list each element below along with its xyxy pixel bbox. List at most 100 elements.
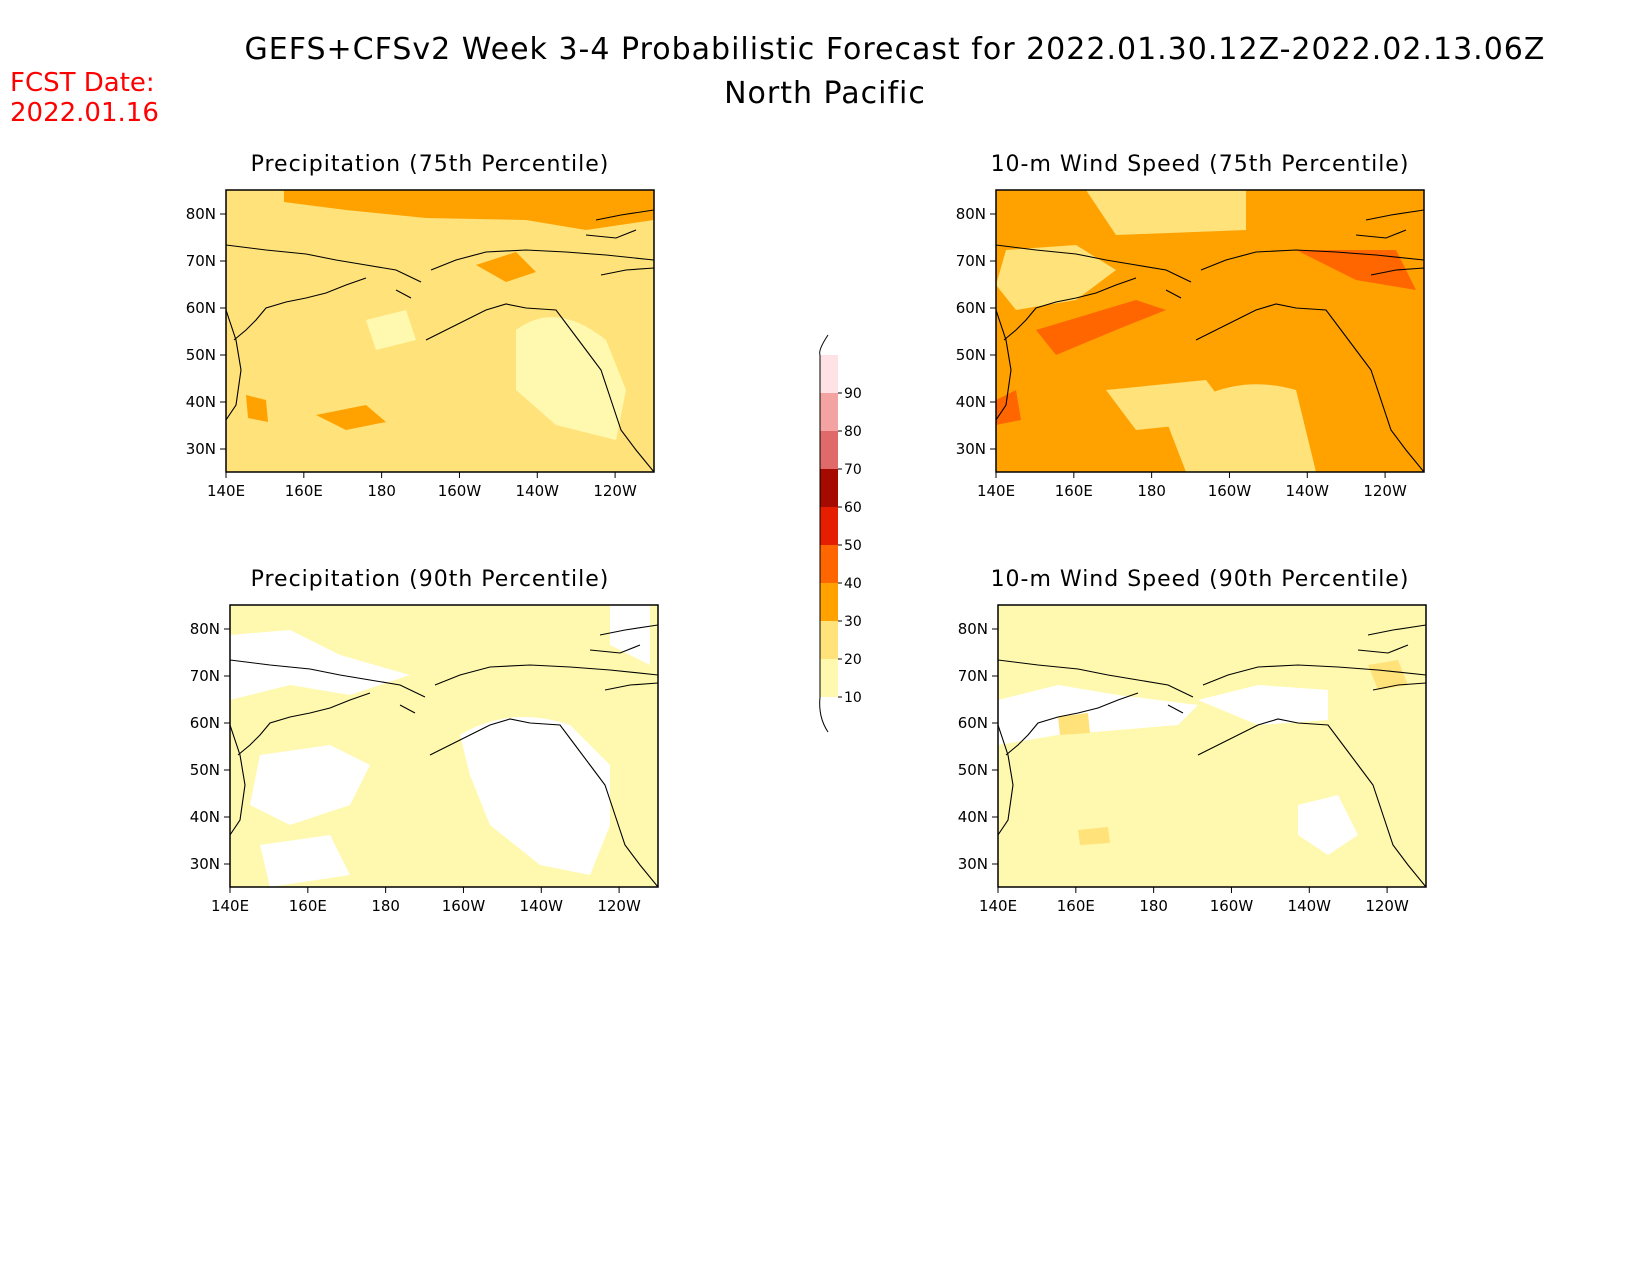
- colorbar-segment: [820, 545, 838, 583]
- plot-frame: [225, 189, 655, 473]
- main-title: GEFS+CFSv2 Week 3-4 Probabilistic Foreca…: [244, 32, 1546, 67]
- x-tick-label: 180: [367, 482, 396, 500]
- x-tick-label: 180: [1137, 482, 1166, 500]
- precip-90th-map: 140E 160E 180 160W 140W 120W 80N 70N 60N 50N 40N 30…: [190, 604, 659, 915]
- coastline: [430, 249, 654, 271]
- y-tick-label: 70N: [190, 667, 220, 685]
- x-tick-label: 140W: [520, 897, 564, 915]
- coastline: [1003, 277, 1137, 341]
- y-tick-label: 50N: [190, 761, 220, 779]
- coastline: [1195, 303, 1424, 472]
- coastline: [998, 724, 1014, 836]
- colorbar-label: 10: [844, 690, 862, 706]
- coastline: [1005, 692, 1139, 756]
- coastline: [230, 659, 426, 698]
- colorbar-segment: [820, 469, 838, 507]
- contour-region: [998, 685, 1198, 745]
- coastline: [1370, 267, 1424, 276]
- contour-region: [516, 317, 626, 440]
- forecast-date-label: FCST Date:: [10, 68, 155, 98]
- colorbar-label: 20: [844, 652, 862, 668]
- coastline: [1197, 718, 1426, 887]
- y-tick-label: 70N: [958, 667, 988, 685]
- panel-title: 10-m Wind Speed (75th Percentile): [990, 152, 1410, 177]
- colorbar-label: 30: [844, 614, 862, 630]
- y-tick-label: 50N: [958, 761, 988, 779]
- coastline: [1355, 229, 1407, 239]
- coastline: [1202, 664, 1426, 686]
- y-tick-label: 50N: [956, 346, 986, 364]
- coastline: [226, 309, 242, 421]
- y-tick-label: 80N: [958, 620, 988, 638]
- contour-region: [1198, 685, 1328, 725]
- precip-75th-map: 140E 160E 180 160W 140W 120W 80N 70N 60N 50N 40N 30…: [186, 189, 655, 500]
- map-area: 140E 160E 180 160W 140W 120W 80N 70N 60N 50N 40N 30…: [958, 604, 1427, 915]
- x-tick-label: 160E: [285, 482, 323, 500]
- coastline: [434, 664, 658, 686]
- coastline: [998, 659, 1194, 698]
- coastline: [1365, 209, 1424, 221]
- precip-75th-panel: Precipitation (75th Percentile) 140E 160E…: [180, 150, 700, 520]
- x-tick-label: 160E: [1057, 897, 1095, 915]
- contour-region: [1368, 660, 1408, 690]
- x-tick-label: 140E: [977, 482, 1015, 500]
- y-tick-label: 60N: [956, 299, 986, 317]
- coastline: [595, 209, 654, 221]
- y-tick-label: 30N: [958, 855, 988, 873]
- contour-region: [366, 310, 416, 350]
- map-area: 140E 160E 180 160W 140W 120W 80N 70N 60N 50N 40N 30…: [956, 189, 1425, 500]
- y-tick-label: 60N: [958, 714, 988, 732]
- x-tick-label: 160W: [1210, 897, 1254, 915]
- colorbar-label: 70: [844, 462, 862, 478]
- y-tick-label: 50N: [186, 346, 216, 364]
- contour-region: [996, 245, 1116, 310]
- x-tick-label: 160W: [442, 897, 486, 915]
- coastline: [589, 644, 641, 654]
- x-tick-label: 160E: [289, 897, 327, 915]
- base-fill: [998, 605, 1426, 887]
- coastline: [1167, 704, 1184, 714]
- contour-region: [230, 630, 410, 700]
- x-tick-label: 180: [371, 897, 400, 915]
- plot-frame: [229, 604, 659, 888]
- coastline: [996, 244, 1192, 283]
- coastline: [429, 718, 658, 887]
- x-tick-label: 160E: [1055, 482, 1093, 500]
- coastline: [996, 309, 1012, 421]
- precip-90th-panel: Precipitation (90th Percentile) 140E 160E…: [180, 565, 700, 935]
- y-tick-label: 60N: [190, 714, 220, 732]
- plot-frame: [995, 189, 1425, 473]
- coastline: [399, 704, 416, 714]
- contour-region: [1036, 300, 1166, 355]
- coastline: [604, 682, 658, 691]
- coastline: [585, 229, 637, 239]
- wind-90th-map: 140E 160E 180 160W 140W 120W 80N 70N 60N 50N 40N 30…: [958, 604, 1427, 915]
- panel-title: Precipitation (90th Percentile): [250, 567, 610, 592]
- y-tick-label: 30N: [956, 440, 986, 458]
- coastline: [1372, 682, 1426, 691]
- coastline: [425, 303, 654, 472]
- y-tick-label: 30N: [186, 440, 216, 458]
- contour-region: [1078, 827, 1110, 845]
- coastline: [599, 624, 658, 636]
- forecast-date-block: FCST Date: 2022.01.16: [10, 68, 159, 128]
- y-tick-label: 80N: [186, 205, 216, 223]
- coastline: [233, 277, 367, 341]
- x-tick-label: 140E: [211, 897, 249, 915]
- colorbar-segment: [820, 583, 838, 621]
- x-tick-label: 120W: [1365, 897, 1409, 915]
- contour-region: [250, 745, 370, 825]
- y-tick-label: 80N: [190, 620, 220, 638]
- region-subtitle: North Pacific: [724, 76, 926, 111]
- wind-75th-panel: 10-m Wind Speed (75th Percentile) 140E 16…: [950, 150, 1470, 520]
- y-tick-label: 60N: [186, 299, 216, 317]
- coastline: [1200, 249, 1424, 271]
- y-tick-label: 40N: [956, 393, 986, 411]
- panel-title: Precipitation (75th Percentile): [250, 152, 610, 177]
- coastline: [230, 724, 246, 836]
- contour-region: [1086, 190, 1246, 235]
- y-tick-label: 40N: [190, 808, 220, 826]
- y-tick-label: 70N: [956, 252, 986, 270]
- x-tick-label: 160W: [438, 482, 482, 500]
- coastline: [237, 692, 371, 756]
